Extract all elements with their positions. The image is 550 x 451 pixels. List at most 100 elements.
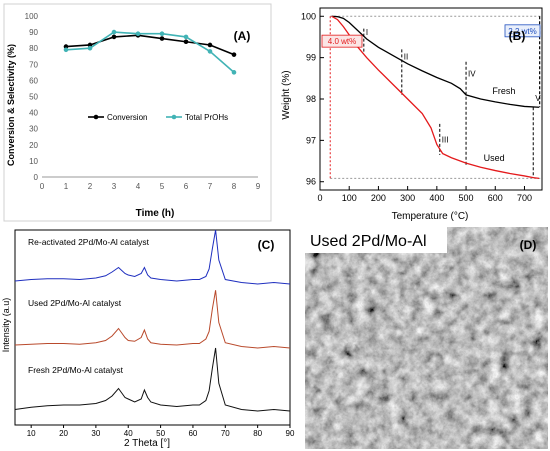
x-tick-label: 0: [317, 193, 322, 203]
y-tick-label: 60: [29, 76, 38, 85]
stage-label: V: [535, 94, 541, 103]
chart-b-xlabel: Temperature (°C): [392, 211, 469, 222]
x-tick-label: 60: [188, 429, 197, 438]
x-tick-label: 500: [459, 193, 474, 203]
legend-label: Total PrOHs: [185, 113, 228, 122]
chart-a-y-ticks: 0 10 20 30 40 50 60 70 80 90 100: [25, 12, 39, 182]
panel-d-sem-image: Used 2Pd/Mo-Al (D): [305, 227, 548, 449]
x-tick-label: 600: [488, 193, 503, 203]
x-tick-label: 30: [91, 429, 100, 438]
legend-marker: [171, 114, 177, 120]
chart-c-panel-label: (C): [258, 238, 275, 252]
x-tick-label: 4: [136, 182, 141, 191]
series-line: [14, 290, 291, 349]
data-point: [183, 34, 189, 40]
y-tick-label: 30: [29, 125, 38, 134]
x-tick-label: 300: [400, 193, 415, 203]
chart-b-x-ticks: 0 100 200 300 400 500 600 700: [317, 186, 532, 203]
x-tick-label: 1: [64, 182, 69, 191]
series-line: [331, 15, 540, 108]
sem-caption-box: [305, 227, 447, 253]
legend-marker: [93, 114, 99, 120]
y-tick-label: 0: [34, 173, 39, 182]
data-point: [135, 31, 141, 37]
x-tick-label: 0: [40, 182, 45, 191]
x-tick-label: 70: [221, 429, 230, 438]
stage-label: IV: [468, 69, 476, 78]
chart-a-xlabel: Time (h): [136, 208, 175, 219]
x-tick-label: 3: [112, 182, 117, 191]
data-point: [159, 36, 165, 41]
y-tick-label: 50: [29, 93, 38, 102]
chart-b-panel-label: (B): [509, 29, 526, 43]
data-point: [231, 70, 237, 75]
chart-b-y-ticks: 96 97 98 99 100: [301, 11, 324, 187]
x-tick-label: 40: [124, 429, 133, 438]
x-tick-label: 7: [208, 182, 213, 191]
x-tick-label: 80: [253, 429, 262, 438]
x-tick-label: 2: [88, 182, 93, 191]
series-label: Fresh 2Pd/Mo-Al catalyst: [28, 365, 124, 375]
stage-label: III: [442, 135, 449, 144]
y-tick-label: 100: [25, 12, 39, 21]
data-point: [63, 44, 69, 49]
chart-d-panel-label: (D): [520, 238, 537, 252]
chart-a-legend: Conversion Total PrOHs: [88, 113, 228, 122]
data-point: [159, 31, 165, 37]
y-tick-label: 99: [306, 53, 316, 63]
chart-a-panel-label: (A): [234, 29, 251, 43]
series-label: Used 2Pd/Mo-Al catalyst: [28, 298, 122, 308]
data-point: [87, 45, 93, 51]
y-tick-label: 20: [29, 141, 38, 150]
chart-c-series-labels: Re-activated 2Pd/Mo-Al catalyst Used 2Pd/…: [28, 237, 150, 375]
chart-b-ylabel: Weight (%): [281, 70, 292, 119]
data-point: [183, 39, 189, 45]
x-tick-label: 700: [517, 193, 532, 203]
chart-a-x-ticks: 0 1 2 3 4 5 6 7 8 9: [40, 182, 261, 191]
data-point: [231, 52, 237, 57]
chart-a-series: [63, 29, 237, 75]
series-label-used: Used: [484, 153, 505, 163]
y-tick-label: 90: [29, 28, 38, 37]
x-tick-label: 100: [342, 193, 357, 203]
chart-c-xlabel: 2 Theta [°]: [124, 438, 170, 449]
legend-label: Conversion: [107, 113, 147, 122]
data-point: [111, 29, 117, 35]
chart-a-axes: [3, 3, 272, 222]
x-tick-label: 20: [59, 429, 68, 438]
y-tick-label: 80: [29, 44, 38, 53]
stage-label: II: [404, 53, 408, 62]
y-tick-label: 97: [306, 135, 316, 145]
data-point: [87, 42, 93, 48]
y-tick-label: 98: [306, 94, 316, 104]
x-tick-label: 9: [256, 182, 261, 191]
sem-caption: Used 2Pd/Mo-Al: [310, 233, 427, 250]
chart-c-ylabel: Intensity (a.u): [1, 298, 11, 353]
chart-c-x-ticks: 10 20 30 40 50 60 70 80 90: [27, 425, 295, 438]
chart-c-plot-frame: [14, 229, 291, 426]
y-tick-label: 40: [29, 109, 38, 118]
data-point: [207, 42, 213, 48]
data-point: [63, 47, 69, 53]
data-point: [207, 49, 213, 54]
x-tick-label: 400: [429, 193, 444, 203]
chart-c-axes: [14, 229, 291, 426]
fresh-loss-label: 2.2 wt%: [508, 27, 536, 36]
panel-c-xrd-chart: 10 20 30 40 50 60 70 80 90 Re-activated 2Pd/Mo-A…: [1, 229, 295, 449]
series-line: [14, 229, 291, 285]
x-tick-label: 6: [184, 182, 189, 191]
x-tick-label: 90: [286, 429, 295, 438]
series-label: Re-activated 2Pd/Mo-Al catalyst: [28, 237, 150, 247]
data-point: [111, 34, 117, 40]
y-tick-label: 10: [29, 157, 38, 166]
y-tick-label: 100: [301, 11, 316, 21]
fresh-loss-box: [504, 24, 541, 38]
chart-a-frame: [3, 3, 272, 222]
series-line: [14, 347, 291, 412]
x-tick-label: 8: [232, 182, 237, 191]
stage-label: I: [366, 28, 368, 37]
series-line: [65, 31, 235, 73]
series-line: [65, 34, 235, 56]
